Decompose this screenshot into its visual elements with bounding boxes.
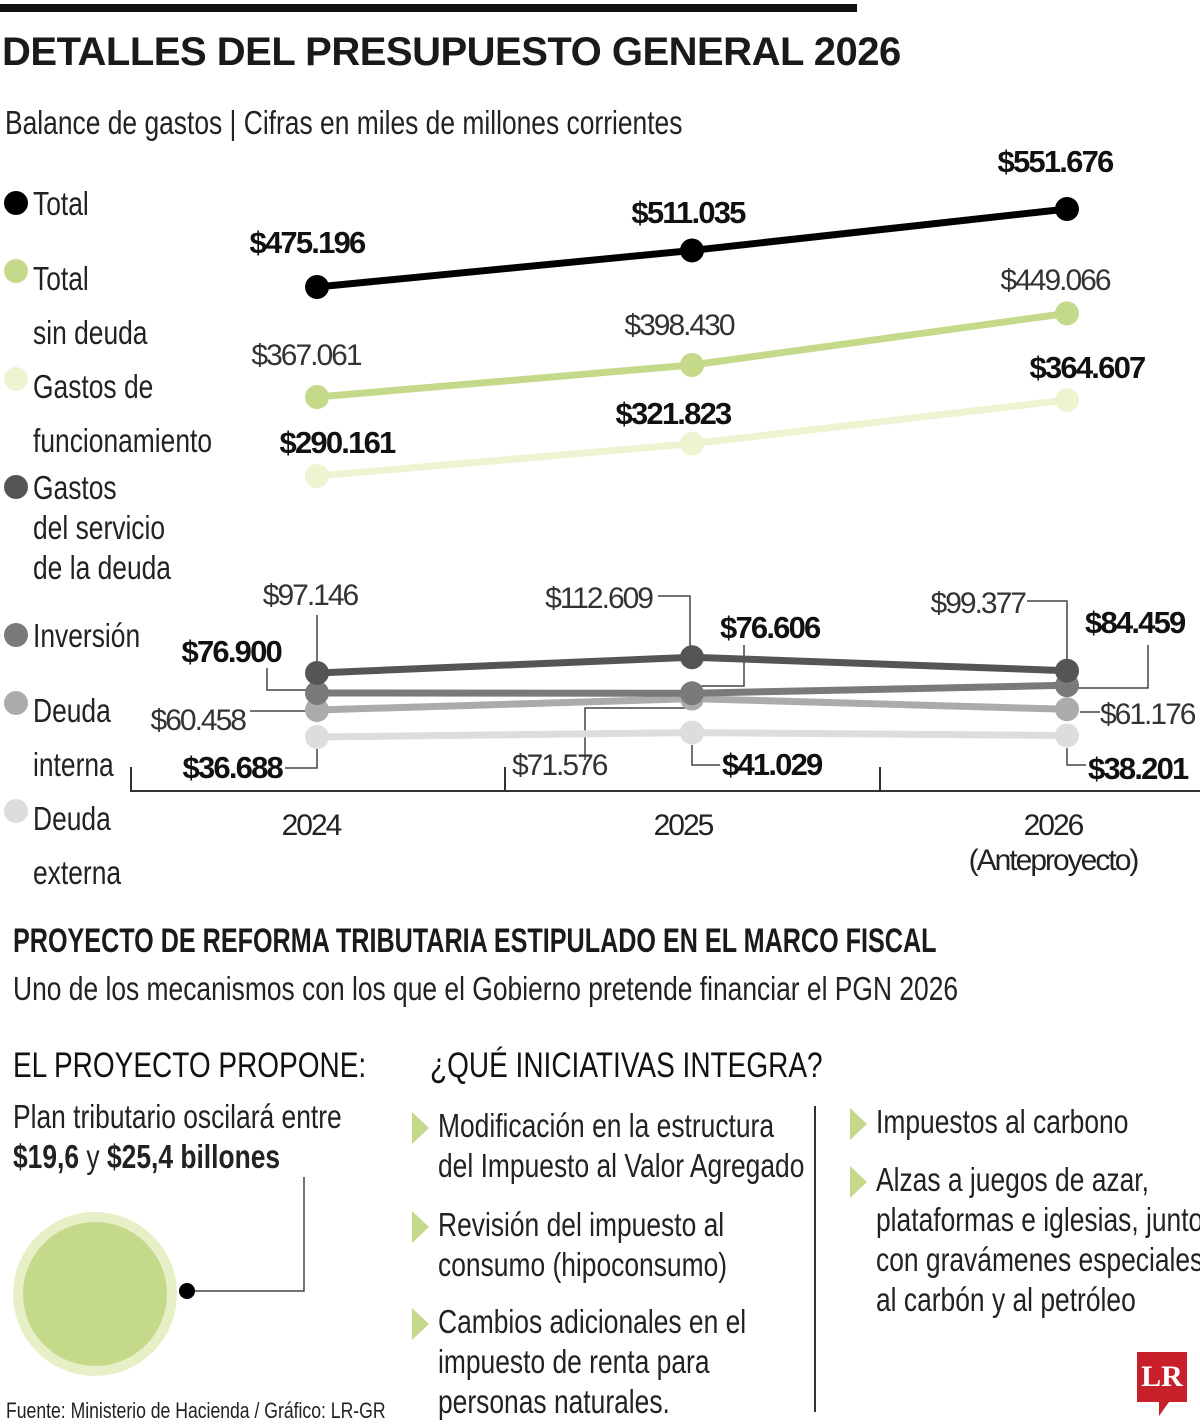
legend-swatch bbox=[4, 367, 28, 391]
data-label: $97.146 bbox=[263, 579, 359, 612]
bullet-triangle-icon bbox=[850, 1108, 867, 1140]
x-tick-label: 2026 bbox=[1024, 809, 1084, 842]
legend-label: Total bbox=[33, 185, 89, 222]
data-label: $367.061 bbox=[251, 339, 361, 372]
data-label: $398.430 bbox=[624, 309, 734, 342]
data-point bbox=[305, 464, 329, 488]
top-rule bbox=[0, 4, 857, 12]
legend-label: Deuda interna bbox=[33, 692, 114, 783]
reform-subtitle: Uno de los mecanismos con los que el Gob… bbox=[13, 970, 959, 1007]
data-point bbox=[305, 385, 329, 409]
legend-label: Deuda externa bbox=[33, 800, 122, 891]
data-label: $551.676 bbox=[998, 144, 1114, 179]
propone-amount: $19,6 y $25,4 billones bbox=[13, 1137, 280, 1177]
data-point bbox=[1055, 196, 1079, 221]
data-point bbox=[1055, 301, 1079, 326]
data-point bbox=[680, 431, 704, 456]
data-point bbox=[680, 353, 704, 378]
page-subtitle: Balance de gastos | Cifras en miles de m… bbox=[5, 104, 683, 141]
initiative-item: Alzas a juegos de azar, plataformas e igl… bbox=[876, 1161, 1200, 1318]
series-total bbox=[305, 196, 1079, 299]
propone-text: Plan tributario oscilará entre bbox=[13, 1098, 342, 1135]
bullet-triangle-icon bbox=[412, 1308, 429, 1340]
data-label: $112.609 bbox=[545, 582, 653, 615]
page-title: DETALLES DEL PRESUPUESTO GENERAL 2026 bbox=[2, 30, 901, 74]
legend-label: Inversión bbox=[33, 617, 141, 654]
data-label: $449.066 bbox=[1000, 264, 1110, 297]
series-inversión bbox=[305, 673, 1079, 706]
series-deuda-externa bbox=[305, 720, 1079, 749]
legend-label: Gastos de funcionamiento bbox=[33, 368, 213, 459]
amount-separator: y bbox=[79, 1138, 107, 1175]
data-label: $76.900 bbox=[182, 634, 282, 669]
data-point bbox=[305, 681, 329, 705]
data-label: $61.176 bbox=[1100, 698, 1196, 731]
initiative-item: Impuestos al carbono bbox=[876, 1103, 1129, 1140]
data-label: $71.576 bbox=[512, 749, 608, 782]
data-label: $475.196 bbox=[250, 225, 366, 260]
data-point bbox=[1055, 388, 1079, 413]
data-label: $36.688 bbox=[183, 750, 284, 785]
inner-circle bbox=[23, 1222, 167, 1366]
data-label: $364.607 bbox=[1030, 350, 1145, 385]
legend-label: Total sin deuda bbox=[33, 260, 148, 351]
bullet-triangle-icon bbox=[850, 1166, 867, 1198]
data-point bbox=[680, 681, 704, 706]
legend-swatch bbox=[4, 799, 28, 823]
x-axis bbox=[130, 767, 1200, 792]
initiative-item: Cambios adicionales en el impuesto de ren… bbox=[438, 1303, 747, 1420]
legend-swatch bbox=[4, 475, 28, 499]
data-label: $511.035 bbox=[631, 195, 746, 230]
initiatives-heading: ¿QUÉ INICIATIVAS INTEGRA? bbox=[430, 1046, 823, 1085]
data-label: $290.161 bbox=[280, 425, 396, 460]
data-point bbox=[305, 698, 329, 722]
amount-circle-graphic bbox=[13, 1177, 305, 1376]
data-point bbox=[680, 645, 704, 670]
data-point bbox=[1055, 697, 1079, 722]
legend-swatch bbox=[4, 259, 28, 283]
amount-high: $25,4 billones bbox=[106, 1138, 281, 1175]
data-label: $76.606 bbox=[720, 610, 821, 645]
legend-swatch bbox=[4, 623, 28, 647]
data-point bbox=[305, 661, 329, 685]
data-label: $84.459 bbox=[1085, 605, 1186, 640]
line-chart: $475.196 $511.035 $551.676 $367.061 $398.430… bbox=[130, 144, 1200, 877]
circle-leader bbox=[187, 1177, 305, 1292]
series-gastos-de-funcionamiento bbox=[305, 388, 1079, 488]
legend-swatch bbox=[4, 691, 28, 715]
source-note: Fuente: Ministerio de Hacienda / Gráfico… bbox=[6, 1398, 386, 1423]
data-label: $99.377 bbox=[931, 587, 1027, 620]
series-total-sin-deuda bbox=[305, 301, 1079, 409]
data-label: $41.029 bbox=[722, 747, 823, 782]
data-point bbox=[680, 720, 704, 745]
data-point bbox=[1055, 723, 1079, 748]
data-label: $60.458 bbox=[151, 704, 247, 737]
initiative-item: Revisión del impuesto al consumo (hipocon… bbox=[438, 1206, 728, 1283]
data-point bbox=[305, 275, 329, 299]
propone-heading: EL PROYECTO PROPONE: bbox=[13, 1046, 367, 1085]
x-tick-label: 2024 bbox=[282, 809, 342, 842]
x-tick-label: 2025 bbox=[654, 809, 714, 842]
amount-low: $19,6 bbox=[13, 1138, 80, 1175]
data-point bbox=[1055, 658, 1079, 683]
data-point bbox=[680, 238, 704, 263]
leader-dot bbox=[179, 1283, 195, 1299]
x-tick-note: (Anteproyecto) bbox=[969, 844, 1139, 877]
series-gastos-del-servicio-de-la-deuda bbox=[305, 645, 1079, 685]
data-label: $321.823 bbox=[616, 396, 732, 431]
bullet-triangle-icon bbox=[412, 1112, 429, 1144]
column-divider bbox=[814, 1106, 816, 1412]
data-point bbox=[305, 725, 329, 749]
reform-title: PROYECTO DE REFORMA TRIBUTARIA ESTIPULAD… bbox=[13, 922, 937, 960]
lr-logo: LR bbox=[1137, 1352, 1187, 1416]
legend-label: Gastos del servicio de la deuda bbox=[33, 469, 171, 586]
legend-swatch bbox=[4, 191, 28, 215]
data-label: $38.201 bbox=[1088, 751, 1189, 786]
bullet-triangle-icon bbox=[412, 1211, 429, 1243]
initiative-item: Modificación en la estructura del Impuest… bbox=[438, 1107, 805, 1184]
